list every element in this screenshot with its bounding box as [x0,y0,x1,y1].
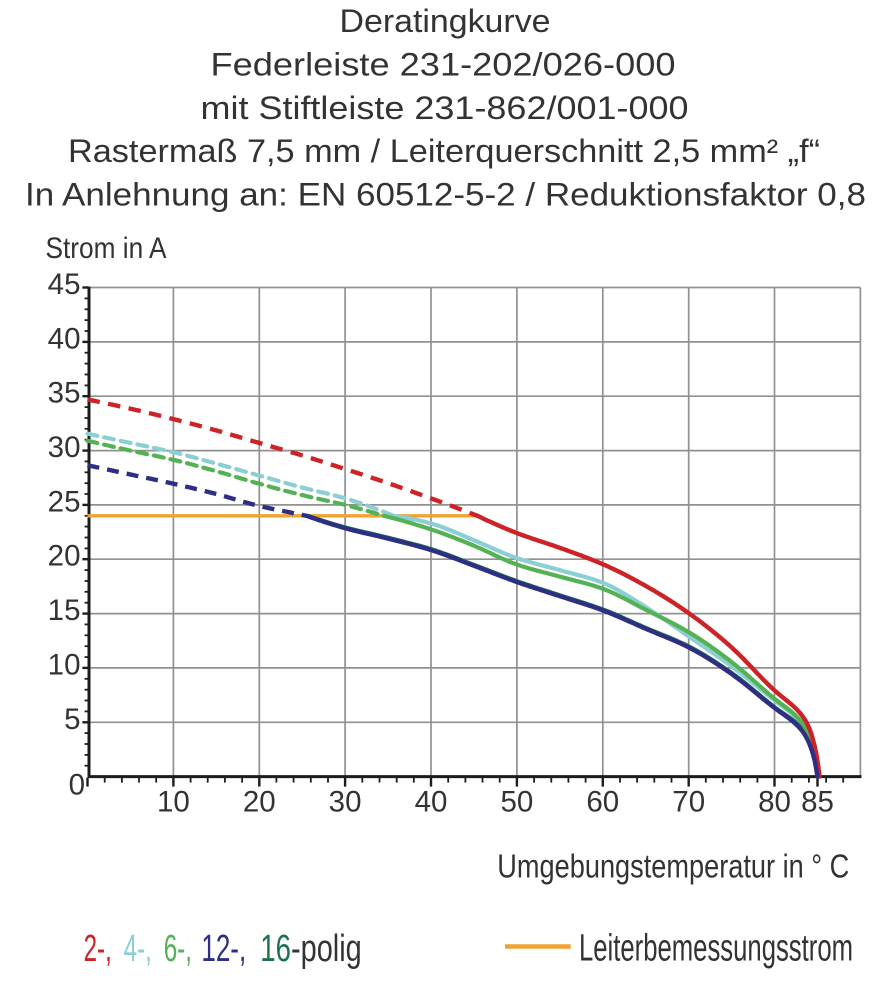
svg-text:0: 0 [69,769,85,802]
svg-text:70: 70 [672,786,705,819]
svg-text:Umgebungstemperatur in ° C: Umgebungstemperatur in ° C [497,848,849,885]
svg-text:4-,: 4-, [124,928,152,970]
svg-text:In Anlehnung an: EN 60512-5-2: In Anlehnung an: EN 60512-5-2 / Reduktio… [25,177,866,213]
svg-text:30: 30 [48,431,81,464]
svg-text:Rastermaß 7,5 mm / Leiterquers: Rastermaß 7,5 mm / Leiterquerschnitt 2,5… [68,133,820,169]
svg-text:-polig: -polig [291,928,362,970]
svg-text:6-,: 6-, [164,928,192,970]
svg-text:50: 50 [500,786,533,819]
svg-text:5: 5 [64,703,80,736]
svg-text:40: 40 [48,322,81,355]
svg-text:40: 40 [415,786,448,819]
svg-text:30: 30 [329,786,362,819]
svg-text:15: 15 [48,594,81,627]
svg-text:45: 45 [48,268,81,301]
svg-text:85: 85 [801,786,834,819]
svg-text:Deratingkurve: Deratingkurve [340,3,551,39]
svg-text:60: 60 [586,786,619,819]
svg-text:Strom in A: Strom in A [46,232,167,265]
svg-text:Federleiste 231-202/026-000: Federleiste 231-202/026-000 [211,47,676,83]
svg-text:80: 80 [758,786,791,819]
svg-text:25: 25 [48,485,81,518]
svg-text:mit Stiftleiste 231-862/001-00: mit Stiftleiste 231-862/001-000 [201,90,689,126]
svg-text:20: 20 [48,540,81,573]
svg-text:Leiterbemessungsstrom: Leiterbemessungsstrom [579,928,853,970]
svg-text:35: 35 [48,377,81,410]
svg-text:16: 16 [260,928,291,970]
svg-text:10: 10 [48,648,81,681]
svg-text:20: 20 [243,786,276,819]
svg-text:2-,: 2-, [84,928,112,970]
svg-text:12-,: 12-, [201,928,246,970]
svg-text:10: 10 [157,786,190,819]
